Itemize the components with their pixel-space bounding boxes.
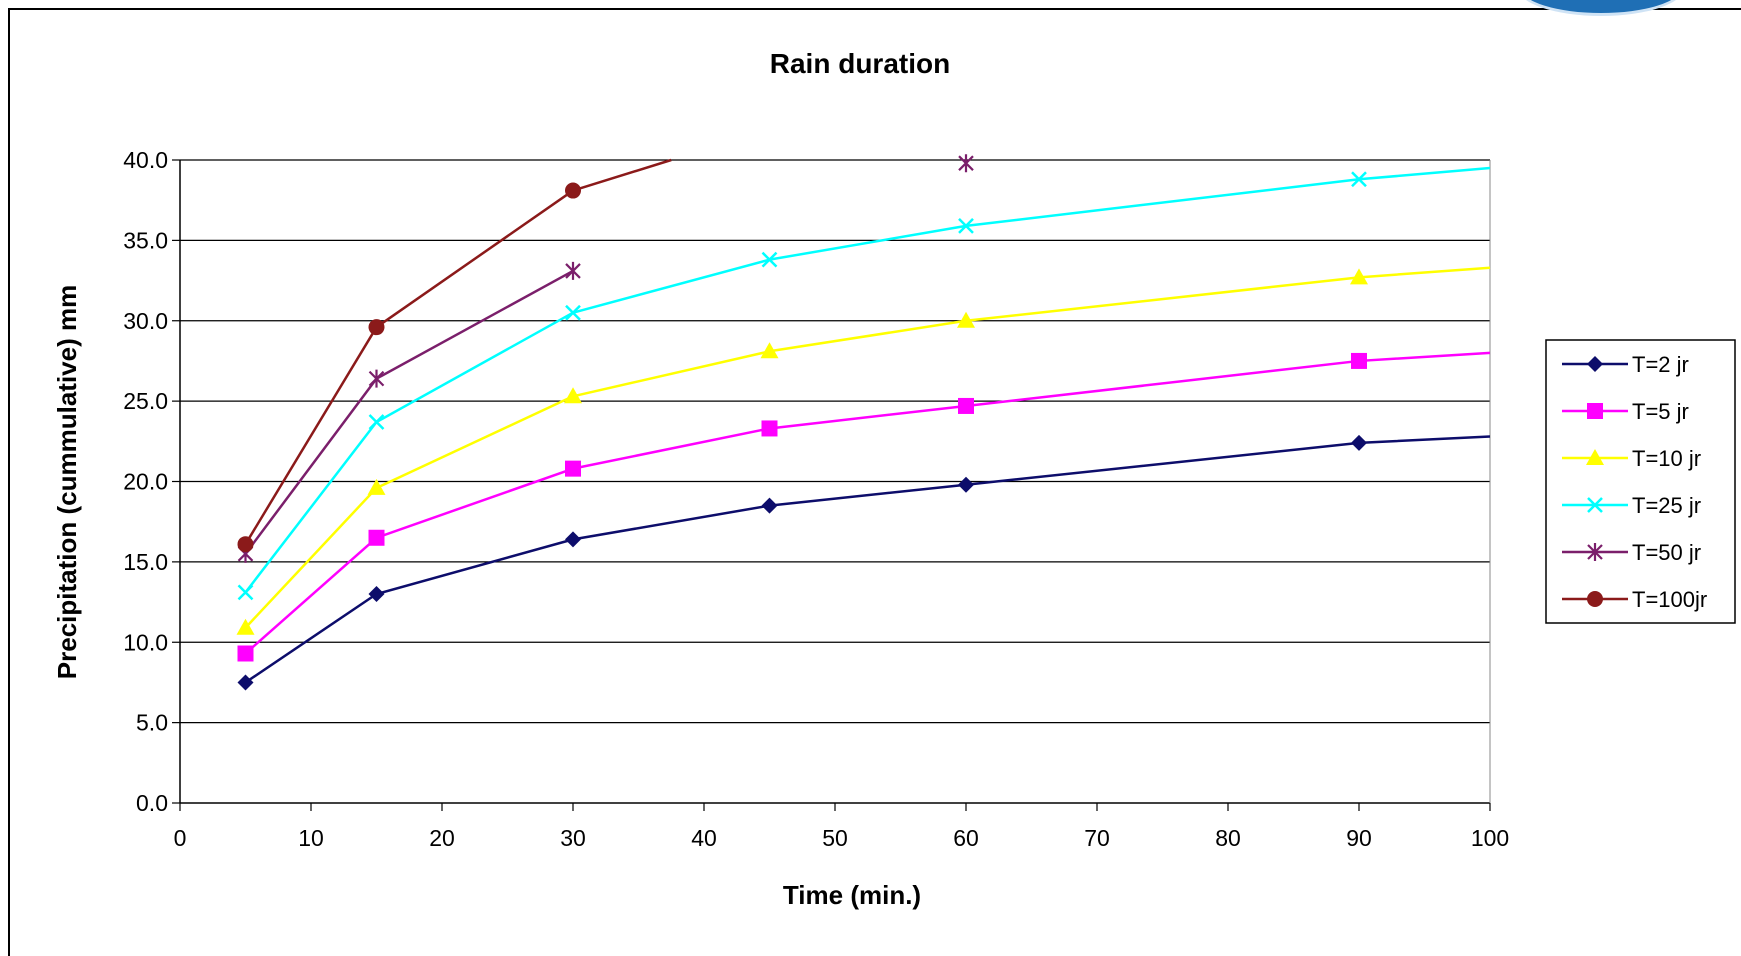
data-point [236,618,255,635]
data-point [367,478,386,495]
data-point [237,536,254,553]
y-tick-label: 20.0 [123,469,168,495]
data-point [368,369,385,388]
series-2 [237,351,1491,662]
data-point [237,645,254,662]
x-tick-label: 70 [1084,825,1110,851]
data-point [1350,268,1368,285]
series-3 [236,266,1491,635]
y-tick-label: 0.0 [136,790,168,816]
data-point [565,531,581,548]
y-tick-label: 5.0 [136,710,168,736]
data-point [368,529,385,546]
x-tick-label: 40 [691,825,717,851]
y-tick-label: 40.0 [123,147,168,173]
data-point [958,154,974,173]
x-tick-label: 80 [1215,825,1241,851]
legend-marker [1586,449,1604,465]
series-4 [237,166,1491,601]
data-point [958,476,974,493]
data-point [565,460,581,477]
data-point [957,311,975,328]
x-tick-label: 10 [298,825,324,851]
y-tick-label: 25.0 [123,388,168,414]
legend-label: T=50 jr [1632,540,1701,565]
legend: T=2 jr T=5 jr T=10 jr T=25 jr T=50 jr T=100jr [1545,339,1736,624]
data-point [1351,434,1367,451]
x-tick-label: 50 [822,825,848,851]
y-tick-label: 15.0 [123,549,168,575]
series-6 [237,158,672,553]
legend-box [1545,339,1736,624]
data-point [565,304,581,321]
legend-marker [1587,591,1603,607]
series-1 [237,434,1491,691]
data-point [565,182,581,199]
legend-item: T=10 jr [1562,446,1701,471]
data-point [761,420,778,437]
x-tick-label: 30 [560,825,586,851]
gridlines [180,159,1490,724]
data-point [958,397,974,414]
legend-label: T=2 jr [1632,352,1689,377]
data-point [237,674,254,691]
legend-label: T=10 jr [1632,446,1701,471]
legend-marker [1587,497,1603,513]
legend-item: T=50 jr [1562,540,1701,565]
legend-label: T=5 jr [1632,399,1689,424]
y-tick-label: 35.0 [123,227,168,253]
data-point [368,586,385,603]
x-tick-labels: 0 10 20 30 40 50 60 70 80 90 100 [174,825,1510,851]
data-point [237,584,254,601]
series-line [244,158,672,545]
data-point [565,261,581,280]
legend-label: T=100jr [1632,587,1707,612]
x-tick-label: 20 [429,825,455,851]
legend-marker [1587,403,1603,419]
legend-marker [1587,543,1603,561]
chart-title: Rain duration [770,48,950,79]
data-point [564,387,582,404]
y-tick-label: 30.0 [123,308,168,334]
y-tick-label: 10.0 [123,629,168,655]
series-group [236,154,1491,691]
axes [172,159,1491,811]
data-point [760,342,779,359]
x-tick-label: 100 [1471,825,1509,851]
x-axis-label: Time (min.) [783,880,921,910]
y-tick-labels: 0.0 5.0 10.0 15.0 20.0 25.0 30.0 35.0 40.0 [123,147,168,816]
data-point [958,218,974,234]
legend-item: T=25 jr [1562,493,1701,518]
data-point [1351,171,1367,188]
legend-marker [1587,356,1603,372]
data-point [368,319,385,336]
data-point [761,251,778,268]
x-tick-label: 0 [174,825,187,851]
data-point [761,497,778,514]
y-axis-label: Precipitation (cummulative) mm [52,285,82,679]
x-tick-label: 60 [953,825,979,851]
legend-item: T=2 jr [1562,352,1689,377]
legend-item: T=5 jr [1562,399,1689,424]
legend-item: T=100jr [1562,587,1707,612]
data-point [368,414,385,430]
legend-label: T=25 jr [1632,493,1701,518]
data-point [1351,352,1367,369]
x-tick-label: 90 [1346,825,1372,851]
